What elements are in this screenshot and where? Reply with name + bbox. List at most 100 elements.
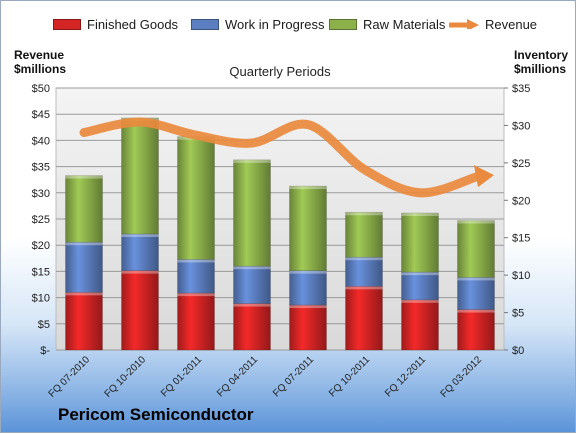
category-label: FQ 04-2011 xyxy=(215,354,260,399)
bar-raw-materials xyxy=(457,220,495,278)
chart-subtitle: Quarterly Periods xyxy=(229,64,331,79)
bar-work-in-progress xyxy=(457,277,495,310)
legend: Finished Goods Work in Progress Raw Mate… xyxy=(1,11,576,37)
left-axis-tick-label: $50 xyxy=(32,83,50,95)
bar-finished-goods xyxy=(345,286,383,351)
bar-cap xyxy=(233,303,271,307)
left-axis-tick-label: $20 xyxy=(32,240,50,252)
bar-work-in-progress xyxy=(177,259,215,294)
left-axis-title-line2: $millions xyxy=(14,62,67,76)
category-label: FQ 01-2011 xyxy=(159,354,204,399)
bar-cap xyxy=(65,292,103,296)
bar-raw-materials xyxy=(401,212,439,273)
bar-cap xyxy=(345,286,383,290)
bar-work-in-progress xyxy=(65,241,103,293)
left-axis-tick-label: $35 xyxy=(32,162,50,174)
bar-work-in-progress xyxy=(233,265,271,304)
right-axis-tick-label: $20 xyxy=(512,195,530,207)
bar-finished-goods xyxy=(289,304,327,351)
bar-finished-goods xyxy=(65,292,103,351)
right-axis-title: Inventory $millions xyxy=(514,48,568,76)
legend-item-raw-materials: Raw Materials xyxy=(329,11,445,37)
right-axis-tick-label: $5 xyxy=(512,308,524,320)
bar-cap xyxy=(177,293,215,297)
bar-work-in-progress xyxy=(121,233,159,271)
legend-arrow-icon xyxy=(449,19,479,29)
right-axis-tick-label: $10 xyxy=(512,270,530,282)
legend-item-finished-goods: Finished Goods xyxy=(53,11,178,37)
category-label: FQ 07-2011 xyxy=(271,354,316,399)
bar-finished-goods xyxy=(177,292,215,351)
bar-cap xyxy=(289,270,327,274)
right-axis-title-line1: Inventory xyxy=(514,48,569,62)
revenue-point xyxy=(419,192,421,194)
bar-cap xyxy=(457,277,495,281)
legend-label-revenue: Revenue xyxy=(485,16,538,32)
left-axis-title-line1: Revenue xyxy=(14,48,65,62)
revenue-point xyxy=(251,142,253,144)
bar-cap xyxy=(121,233,159,237)
left-axis-tick-label: $15 xyxy=(32,266,50,278)
bar-cap xyxy=(457,309,495,313)
bar-cap xyxy=(177,259,215,263)
right-axis-tick-label: $25 xyxy=(512,158,530,170)
bar-cap xyxy=(401,299,439,303)
bar-cap xyxy=(345,212,383,216)
revenue-point xyxy=(195,134,197,136)
bar-raw-materials xyxy=(65,175,103,243)
brand-name: Pericom Semiconductor xyxy=(58,405,254,424)
category-label: FQ 07-2010 xyxy=(47,354,93,400)
bar-cap xyxy=(401,272,439,276)
bar-raw-materials xyxy=(345,211,383,258)
bar-finished-goods xyxy=(121,270,159,351)
right-axis-tick-label: $0 xyxy=(512,345,524,357)
left-axis-tick-label: $5 xyxy=(38,319,50,331)
left-axis-tick-label: $10 xyxy=(32,293,50,305)
right-axis-tick-label: $35 xyxy=(512,83,530,95)
bar-raw-materials xyxy=(177,136,215,260)
left-axis-tick-label: $25 xyxy=(32,214,50,226)
revenue-point xyxy=(363,168,365,170)
bar-finished-goods xyxy=(401,299,439,351)
legend-label-work-in-progress: Work in Progress xyxy=(225,16,325,32)
revenue-line xyxy=(79,117,481,198)
legend-swatch-raw-materials xyxy=(329,18,357,30)
revenue-point xyxy=(307,124,309,126)
category-label: FQ 12-2011 xyxy=(383,354,428,399)
legend-label-finished-goods: Finished Goods xyxy=(87,16,179,32)
bar-cap xyxy=(289,305,327,309)
left-axis-title: Revenue $millions xyxy=(14,48,66,76)
right-axis-tick-label: $30 xyxy=(512,120,530,132)
bar-cap xyxy=(233,159,271,163)
legend-item-work-in-progress: Work in Progress xyxy=(191,11,324,37)
bar-work-in-progress xyxy=(345,256,383,287)
category-label: FQ 10-2010 xyxy=(103,354,149,400)
bar-cap xyxy=(65,242,103,246)
left-axis-tick-label: $45 xyxy=(32,109,50,121)
bar-cap xyxy=(289,186,327,190)
left-axis-tick-label: $- xyxy=(40,345,50,357)
left-axis-tick-label: $40 xyxy=(32,135,50,147)
legend-swatch-finished-goods xyxy=(53,18,81,30)
bar-raw-materials xyxy=(289,185,327,271)
legend-item-revenue: Revenue xyxy=(449,11,537,37)
revenue-point xyxy=(139,121,141,123)
legend-label-raw-materials: Raw Materials xyxy=(363,16,446,32)
bar-work-in-progress xyxy=(401,271,439,301)
revenue-point xyxy=(83,132,85,134)
bar-cap xyxy=(401,213,439,217)
category-label: FQ 03-2012 xyxy=(439,354,485,400)
bar-raw-materials xyxy=(233,159,271,267)
bar-raw-materials xyxy=(121,117,159,235)
bar-cap xyxy=(65,175,103,179)
bar-cap xyxy=(121,270,159,274)
left-axis-tick-label: $30 xyxy=(32,188,50,200)
bar-finished-goods xyxy=(233,303,271,351)
bar-cap xyxy=(457,220,495,224)
revenue-arrowhead xyxy=(474,165,494,188)
bar-cap xyxy=(233,266,271,270)
bar-work-in-progress xyxy=(289,270,327,306)
category-label: FQ 10-2011 xyxy=(327,354,372,399)
right-axis-title-line2: $millions xyxy=(514,62,567,76)
